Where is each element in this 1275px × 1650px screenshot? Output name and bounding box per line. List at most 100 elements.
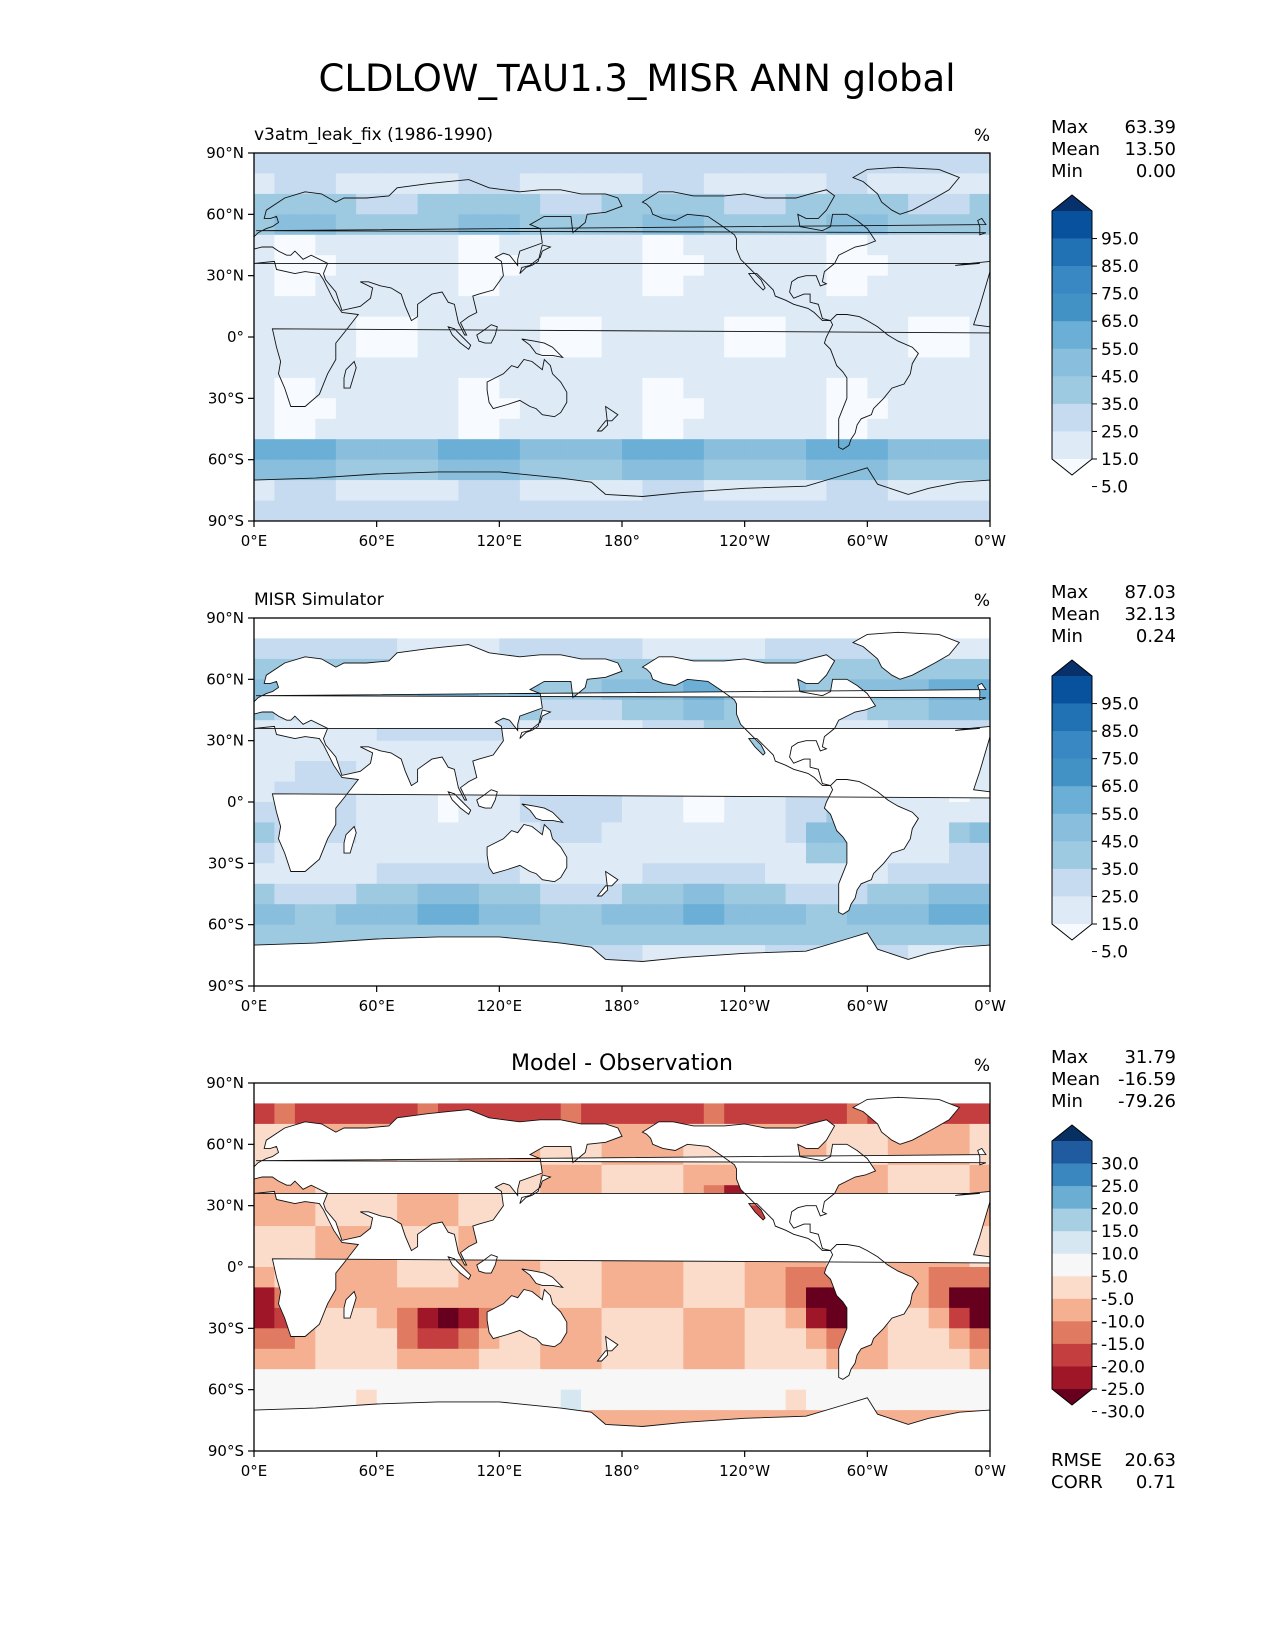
field-cell bbox=[397, 316, 419, 338]
field-cell bbox=[826, 480, 848, 502]
field-cell bbox=[560, 255, 582, 277]
field-cell bbox=[949, 234, 971, 256]
field-cell bbox=[969, 418, 990, 440]
field-cell bbox=[478, 1348, 500, 1370]
field-cell bbox=[294, 193, 316, 215]
field-cell bbox=[969, 802, 990, 823]
field-cell bbox=[560, 500, 582, 521]
field-cell bbox=[642, 699, 664, 721]
field-cell bbox=[949, 1287, 971, 1309]
field-cell bbox=[928, 1369, 950, 1391]
field-cell bbox=[335, 863, 357, 885]
colorbar-label: 55.0 bbox=[1101, 340, 1139, 360]
field-cell bbox=[744, 439, 766, 461]
field-cell bbox=[806, 316, 827, 338]
field-cell bbox=[581, 1328, 603, 1350]
field-cell bbox=[254, 173, 275, 195]
field-cell bbox=[969, 255, 990, 277]
field-cell bbox=[417, 234, 439, 256]
field-cell bbox=[867, 883, 889, 905]
field-cell bbox=[622, 357, 643, 379]
field-cell bbox=[254, 480, 275, 502]
data-field bbox=[254, 153, 990, 521]
field-cell bbox=[887, 377, 909, 399]
field-cell bbox=[519, 193, 541, 215]
field-cell bbox=[744, 234, 766, 256]
field-cell bbox=[540, 337, 562, 358]
field-cell bbox=[601, 459, 623, 481]
field-cell bbox=[969, 699, 990, 721]
field-cell bbox=[417, 398, 439, 420]
field-cell bbox=[683, 337, 705, 358]
field-cell bbox=[315, 904, 337, 926]
field-cell bbox=[519, 316, 541, 338]
field-cell bbox=[397, 904, 419, 926]
field-cell bbox=[642, 275, 664, 297]
stat-value: 87.03 bbox=[1124, 582, 1176, 603]
field-cell bbox=[294, 173, 316, 195]
field-cell bbox=[254, 638, 275, 660]
field-cell bbox=[315, 255, 337, 277]
field-cell bbox=[744, 337, 766, 358]
field-cell bbox=[315, 296, 337, 318]
field-cell bbox=[826, 316, 848, 338]
field-cell bbox=[540, 924, 562, 946]
field-cell bbox=[376, 418, 398, 440]
field-cell bbox=[560, 1389, 582, 1411]
field-cell bbox=[642, 1369, 664, 1391]
field-cell bbox=[335, 638, 357, 660]
field-cell bbox=[601, 214, 623, 236]
y-tick-label: 30°N bbox=[206, 732, 244, 750]
field-cell bbox=[887, 193, 909, 215]
field-cell bbox=[622, 173, 643, 195]
field-cell bbox=[560, 153, 582, 174]
field-cell bbox=[356, 1369, 378, 1391]
colorbar-band bbox=[1052, 1186, 1092, 1209]
field-cell bbox=[744, 1348, 766, 1370]
field-cell bbox=[540, 1164, 562, 1186]
colorbar-band bbox=[1052, 238, 1092, 267]
field-cell bbox=[662, 1328, 684, 1350]
field-cell bbox=[908, 275, 930, 297]
field-cell bbox=[356, 255, 378, 277]
field-cell bbox=[560, 904, 582, 926]
field-cell bbox=[683, 1287, 705, 1309]
field-cell bbox=[376, 500, 398, 521]
field-cell bbox=[724, 439, 746, 461]
field-cell bbox=[785, 193, 807, 215]
field-cell bbox=[642, 822, 664, 844]
field-cell bbox=[806, 863, 827, 885]
field-cell bbox=[622, 234, 643, 256]
field-cell bbox=[581, 234, 603, 256]
field-cell bbox=[417, 316, 439, 338]
field-cell bbox=[683, 699, 705, 721]
field-cell bbox=[622, 863, 643, 885]
panel-title: v3atm_leak_fix (1986-1990) bbox=[254, 125, 493, 145]
field-cell bbox=[540, 296, 562, 318]
field-cell bbox=[581, 459, 603, 481]
field-cell bbox=[397, 842, 419, 864]
field-cell bbox=[949, 883, 971, 905]
field-cell bbox=[499, 275, 521, 297]
field-cell bbox=[458, 337, 480, 358]
field-cell bbox=[683, 316, 705, 338]
field-cell bbox=[683, 638, 705, 660]
field-cell bbox=[601, 1287, 623, 1309]
field-cell bbox=[581, 337, 603, 358]
stat-label: Max bbox=[1051, 117, 1089, 138]
field-cell bbox=[806, 1369, 827, 1391]
field-cell bbox=[846, 1369, 868, 1391]
field-cell bbox=[928, 459, 950, 481]
field-cell bbox=[356, 480, 378, 502]
field-cell bbox=[928, 924, 950, 946]
field-cell bbox=[499, 173, 521, 195]
field-cell bbox=[519, 500, 541, 521]
panel-2: MISR Simulator % 0°E 60°E 120°E 180° 120°W 60°W… bbox=[206, 582, 1176, 1015]
field-cell bbox=[274, 296, 296, 318]
field-cell bbox=[724, 904, 746, 926]
field-cell bbox=[622, 316, 643, 338]
colorbar-label: 5.0 bbox=[1101, 1267, 1128, 1287]
field-cell bbox=[908, 1287, 930, 1309]
field-cell bbox=[478, 193, 500, 215]
field-cell bbox=[703, 842, 725, 864]
